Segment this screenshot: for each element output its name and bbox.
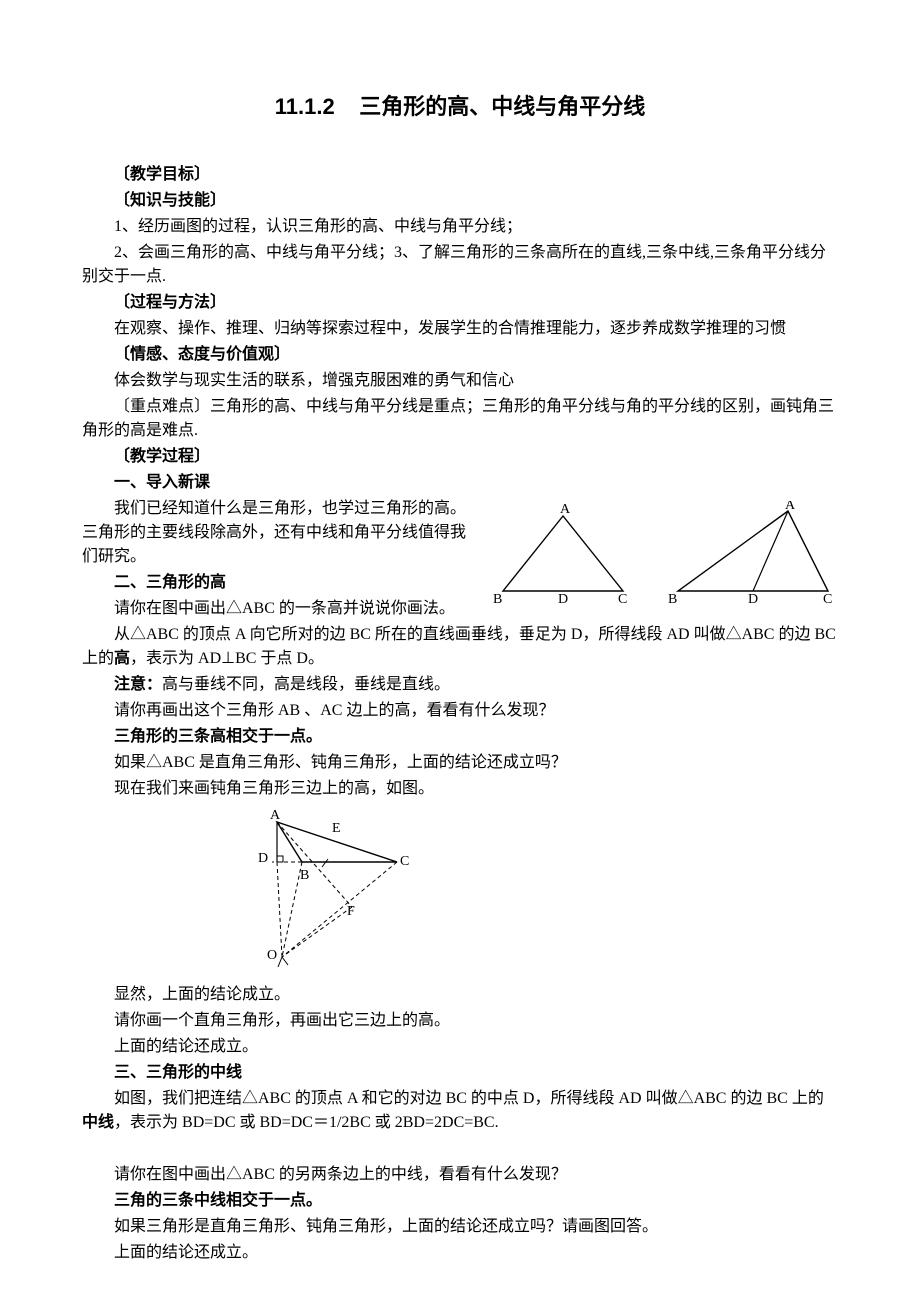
para-h5: 三角形的三条高相交于一点。	[82, 725, 838, 749]
para-m1b: 中线	[82, 1114, 114, 1131]
heading-emotion: 〔情感、态度与价值观〕	[82, 343, 838, 367]
heading-process: 〔过程与方法〕	[82, 291, 838, 315]
obt-D: D	[258, 851, 268, 866]
obt-O: O	[267, 948, 277, 963]
para-m1a: 如图，我们把连结△ABC 的顶点 A 和它的对边 BC 的中点 D，所得线段 A…	[114, 1090, 824, 1107]
fig1-C: C	[618, 592, 627, 607]
para-h10: 上面的结论还成立。	[82, 1035, 838, 1059]
para-k1: 1、经历画图的过程，认识三角形的高、中线与角平分线；	[82, 215, 838, 239]
heading-sec1: 一、导入新课	[82, 471, 838, 495]
title-number: 11.1.2	[275, 94, 335, 119]
obt-F: F	[347, 904, 355, 919]
para-keypoint: 〔重点难点〕三角形的高、中线与角平分线是重点；三角形的角平分线与角的平分线的区别…	[82, 395, 838, 443]
fig2-B: B	[668, 592, 677, 607]
keypoint-label: 〔重点难点〕	[114, 398, 210, 415]
triangle-pair-svg: A B D C A B D C	[478, 501, 838, 611]
obt-E: E	[332, 821, 341, 836]
para-h2b: 高	[114, 650, 130, 667]
fig2-A: A	[785, 501, 796, 513]
heading-teachproc: 〔教学过程〕	[82, 445, 838, 469]
para-h4: 请你再画出这个三角形 AB 、AC 边上的高，看看有什么发现？	[82, 699, 838, 723]
para-h6: 如果△ABC 是直角三角形、钝角三角形，上面的结论还成立吗？	[82, 751, 838, 775]
fig1-B: B	[493, 592, 502, 607]
para-m1: 如图，我们把连结△ABC 的顶点 A 和它的对边 BC 的中点 D，所得线段 A…	[82, 1087, 838, 1135]
para-m4: 如果三角形是直角三角形、钝角三角形，上面的结论还成立吗？请画图回答。	[82, 1215, 838, 1239]
obt-C: C	[400, 854, 409, 869]
obt-B: B	[300, 868, 309, 883]
obt-A: A	[270, 808, 281, 823]
heading-sec3: 三、三角形的中线	[82, 1061, 838, 1085]
title-text: 三角形的高、中线与角平分线	[359, 94, 645, 119]
para-e1: 体会数学与现实生活的联系，增强克服困难的勇气和信心	[82, 369, 838, 393]
heading-knowledge: 〔知识与技能〕	[82, 189, 838, 213]
figure-right-triangles: A B D C A B D C	[478, 501, 838, 611]
figure-obtuse-altitudes: A E D B C F O	[222, 807, 442, 977]
para-m1c: ，表示为 BD=DC 或 BD=DC＝1/2BC 或 2BD=2DC=BC.	[114, 1114, 499, 1131]
fig2-D: D	[748, 592, 758, 607]
para-h2c: ，表示为 AD⊥BC 于点 D。	[130, 650, 324, 667]
para-h8: 显然，上面的结论成立。	[82, 983, 838, 1007]
para-m2: 请你在图中画出△ABC 的另两条边上的中线，看看有什么发现？	[82, 1163, 838, 1187]
page-title: 11.1.2 三角形的高、中线与角平分线	[82, 90, 838, 123]
para-h3: 注意：高与垂线不同，高是线段，垂线是直线。	[82, 673, 838, 697]
obtuse-svg: A E D B C F O	[222, 807, 442, 977]
fig1-A: A	[560, 502, 571, 517]
para-blank	[82, 1137, 838, 1161]
fig2-C: C	[823, 592, 832, 607]
para-m5: 上面的结论还成立。	[82, 1241, 838, 1265]
para-h7: 现在我们来画钝角三角形三边上的高，如图。	[82, 777, 838, 801]
para-p1: 在观察、操作、推理、归纳等探索过程中，发展学生的合情推理能力，逐步养成数学推理的…	[82, 317, 838, 341]
para-h2: 从△ABC 的顶点 A 向它所对的边 BC 所在的直线画垂线，垂足为 D，所得线…	[82, 623, 838, 671]
para-h3a: 注意：	[114, 676, 162, 693]
heading-goal: 〔教学目标〕	[82, 163, 838, 187]
para-k2: 2、会画三角形的高、中线与角平分线；3、了解三角形的三条高所在的直线,三条中线,…	[82, 241, 838, 289]
para-h9: 请你画一个直角三角形，再画出它三边上的高。	[82, 1009, 838, 1033]
para-m3: 三角的三条中线相交于一点。	[82, 1189, 838, 1213]
fig1-D: D	[558, 592, 568, 607]
para-h3b: 高与垂线不同，高是线段，垂线是直线。	[162, 676, 450, 693]
